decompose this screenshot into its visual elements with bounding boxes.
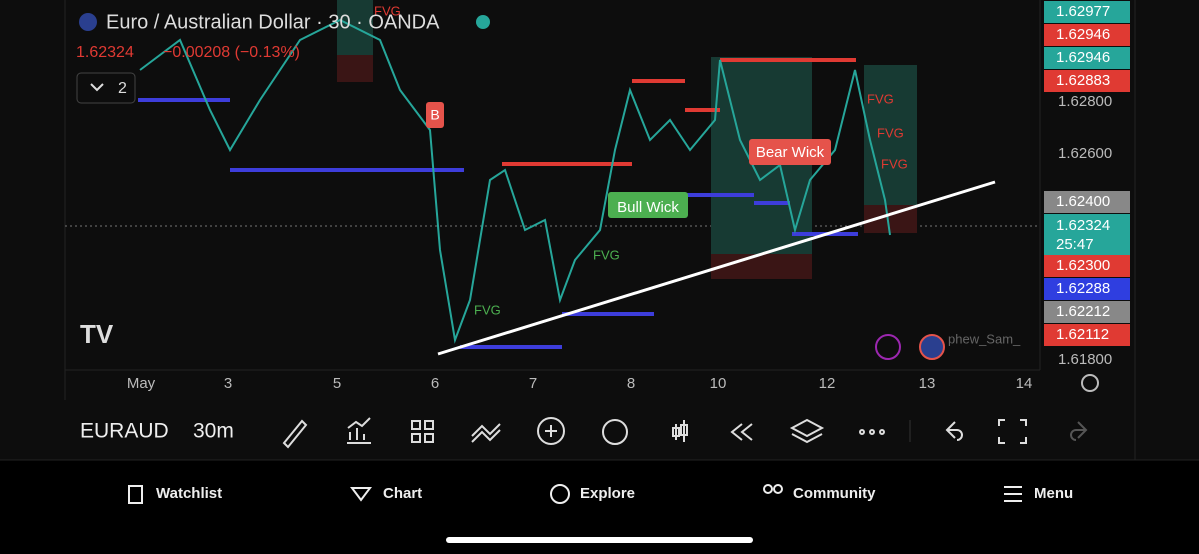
toolbar-symbol[interactable]: EURAUD [80,420,169,443]
logo: TV [80,319,114,349]
fvg: FVG [474,302,501,317]
chevron [90,83,104,92]
status [476,15,490,29]
time-label: 14 [1016,375,1033,392]
time-label: 7 [529,375,537,392]
trendline [437,180,996,356]
time-label: 3 [224,375,232,392]
fvg: FVG [867,91,894,106]
settings-icon[interactable] [1081,374,1099,392]
bear-wick: Bear Wick [756,144,825,161]
indicators-icon[interactable] [347,417,371,444]
fullscreen-icon[interactable] [998,419,1027,444]
bear-wick-box [749,139,831,165]
time-label: 10 [710,375,727,392]
price-badges: 1.62977 1.62946 1.62946 1.62883 1.62400 … [1044,1,1130,346]
toolbar-icons [282,417,1088,449]
flag [79,13,97,31]
compare-icon[interactable] [471,423,501,443]
fvg: FVG [374,3,401,18]
indicator-toggle[interactable] [76,72,136,104]
alert-icon[interactable] [602,419,628,445]
time-label: May [127,375,156,392]
fvg: FVG [593,247,620,262]
zone [864,65,917,205]
nav-item[interactable]: Chart [383,485,422,502]
add-icon[interactable] [537,417,565,445]
layers-icon[interactable] [789,418,825,444]
price: 1.62324 [76,44,134,61]
toolbar-interval[interactable]: 30m [193,420,234,443]
buy-label: B [430,107,439,123]
indicator-count: 2 [118,80,127,97]
price-label: 1.62800 [1058,93,1112,110]
time-label: 8 [627,375,635,392]
badge: 1.62946 [1056,26,1110,43]
badge: 1.62883 [1056,72,1110,89]
nav-icons [128,484,1022,504]
zone [337,55,373,82]
badge: 1.62300 [1056,257,1110,274]
countdown: 25:47 [1056,236,1094,253]
layout-icon[interactable] [411,420,434,443]
buy-marker [426,102,444,128]
bull-wick: Bull Wick [617,199,679,216]
icon [875,334,901,360]
levels [138,58,858,349]
zone [711,254,812,279]
nav-item[interactable]: Community [793,485,876,502]
badge: 1.62977 [1056,3,1110,20]
badge: 1.62946 [1056,49,1110,66]
nav: Watchlist Chart Explore Community Menu [156,485,1073,502]
bull-wick-box [608,192,688,218]
badge: 1.62112 [1056,326,1109,343]
nav-item[interactable]: Watchlist [156,485,222,502]
price-label: 1.61800 [1058,351,1112,368]
draw-icon[interactable] [282,419,308,449]
time-label: 5 [333,375,341,392]
fvg: FVG [881,156,908,171]
replay-icon[interactable] [730,423,753,441]
change: −0.00208 (−0.13%) [163,44,300,61]
time-axis: May 3 5 6 7 8 10 12 13 14 [127,375,1033,392]
badge: 1.62212 [1056,303,1110,320]
undo-icon[interactable] [945,421,963,441]
time-label: 12 [819,375,836,392]
nav-item[interactable]: Menu [1034,485,1073,502]
price-label: 1.62600 [1058,145,1112,162]
badge: 1.62324 [1056,217,1110,234]
redo-icon[interactable] [1070,421,1088,441]
time-label: 6 [431,375,439,392]
price-path [139,18,891,344]
fvg: FVG [877,125,904,140]
badge: 1.62400 [1056,193,1110,210]
symbol: Euro / Australian Dollar · 30 · OANDA [106,11,440,33]
nav-item[interactable]: Explore [580,485,635,502]
price-axis: 1.62800 1.62600 1.61800 [1058,93,1112,368]
time-label: 13 [919,375,936,392]
icon [919,334,945,360]
badge: 1.62288 [1056,280,1110,297]
watermark: phew_Sam_ [948,331,1021,346]
candles-icon[interactable] [672,420,688,442]
home-indicator [446,537,753,543]
